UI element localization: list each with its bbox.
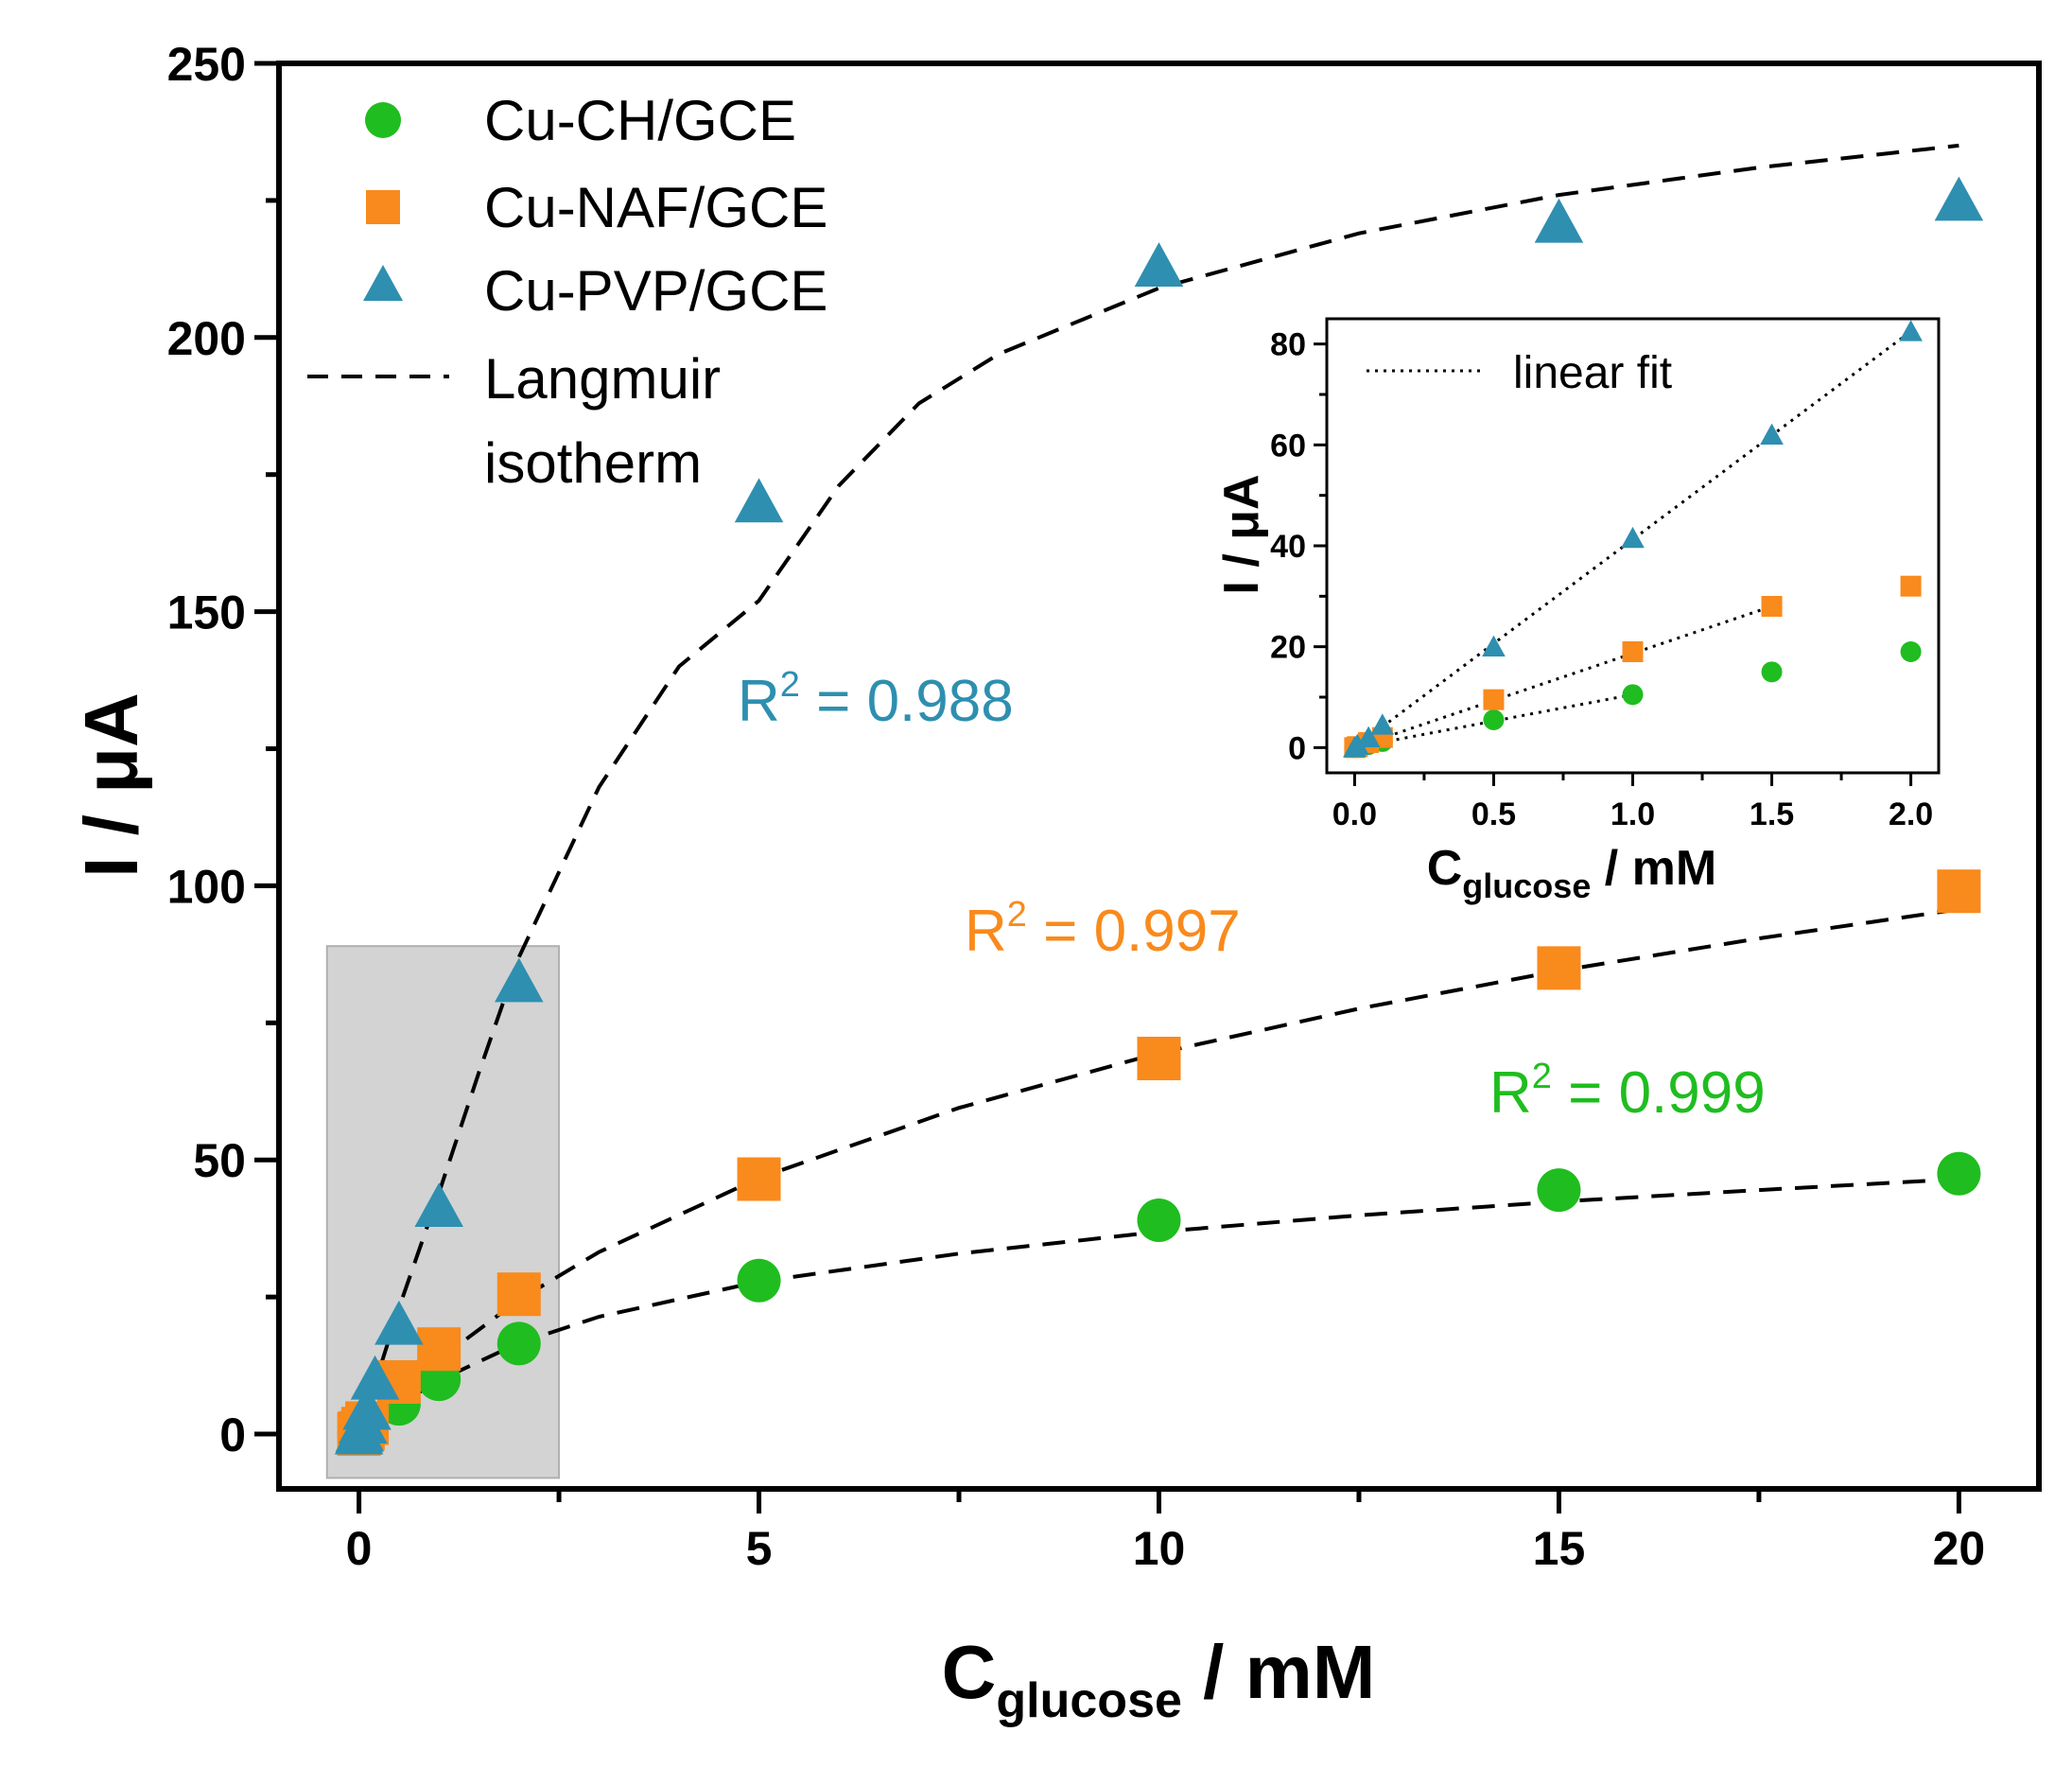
- point-cu-pvp-gce: [495, 957, 544, 1003]
- y-tick-label: 40: [1270, 529, 1306, 565]
- r2-annotation-ch: R2 = 0.999: [1489, 1057, 1766, 1126]
- fit-line-cu-pvp-gce: [1353, 330, 1912, 749]
- legend-label-langmuir-2: isotherm: [484, 431, 702, 495]
- y-tick-label: 80: [1270, 327, 1306, 363]
- point-cu-naf-gce: [737, 1157, 781, 1201]
- point-cu-pvp-gce: [342, 1385, 392, 1430]
- x-tick-label: 0.0: [1332, 796, 1377, 832]
- x-tick-label: 15: [1533, 1522, 1586, 1575]
- y-tick-label: 50: [193, 1134, 246, 1187]
- point-cu-pvp-gce: [1134, 242, 1184, 287]
- point-cu-ch-gce: [1537, 1168, 1581, 1213]
- legend-label-cu-naf: Cu-NAF/GCE: [484, 176, 827, 239]
- point-cu-naf-gce: [496, 1272, 541, 1317]
- point-cu-pvp-gce: [1346, 733, 1369, 755]
- point-cu-pvp-gce: [1934, 176, 1984, 221]
- y-tick-label: 250: [167, 38, 246, 91]
- point-cu-naf-gce: [1537, 946, 1581, 990]
- point-cu-ch-gce: [1937, 1151, 1981, 1196]
- y-tick-label: 60: [1270, 428, 1306, 464]
- y-tick-label: 0: [1288, 730, 1306, 766]
- point-cu-pvp-gce: [1482, 635, 1506, 656]
- x-tick-label: 0: [346, 1522, 373, 1575]
- point-cu-pvp-gce: [1899, 320, 1923, 341]
- inset-axis-ticks: 0.0 0.5 1.0 1.5 2.0 0 20 40 60 80: [1270, 327, 1933, 832]
- point-cu-ch-gce: [496, 1321, 541, 1366]
- main-y-axis-title: I / μA: [69, 692, 153, 878]
- point-cu-naf-gce: [1937, 869, 1981, 914]
- legend-marker-cu-naf: [366, 190, 400, 224]
- x-tick-label: 10: [1133, 1522, 1186, 1575]
- y-tick-label: 100: [167, 860, 246, 913]
- r2-annotation-pvp: R2 = 0.988: [738, 665, 1014, 734]
- legend-marker-cu-ch: [365, 102, 401, 138]
- point-cu-pvp-gce: [1534, 198, 1584, 243]
- inset-y-axis-title: I / μA: [1214, 474, 1269, 594]
- y-tick-label: 150: [167, 586, 246, 639]
- inset-legend-label: linear fit: [1513, 348, 1672, 398]
- point-cu-naf-gce: [1137, 1037, 1181, 1081]
- fit-line-cu-naf-gce: [1353, 604, 1772, 749]
- inset-data-points: [1343, 320, 1923, 759]
- point-cu-naf-gce: [417, 1327, 461, 1372]
- point-cu-pvp-gce: [414, 1182, 463, 1228]
- x-tick-label: 0.5: [1471, 796, 1516, 832]
- x-tick-label: 20: [1933, 1522, 1986, 1575]
- point-cu-naf-gce: [1622, 641, 1644, 662]
- point-cu-ch-gce: [1622, 684, 1644, 706]
- point-cu-pvp-gce: [1621, 526, 1645, 549]
- point-cu-ch-gce: [1483, 709, 1505, 730]
- point-cu-ch-gce: [1900, 641, 1922, 662]
- legend-label-cu-pvp: Cu-PVP/GCE: [484, 259, 827, 323]
- data-points: [334, 176, 1984, 1457]
- legend-label-langmuir-1: Langmuir: [484, 347, 721, 411]
- fit-line-cu-naf-gce: [357, 907, 1959, 1436]
- y-tick-label: 200: [167, 312, 246, 365]
- legend-label-cu-ch: Cu-CH/GCE: [484, 89, 796, 152]
- point-cu-pvp-gce: [1370, 713, 1395, 735]
- r2-annotation-naf: R2 = 0.997: [965, 895, 1241, 964]
- point-cu-naf-gce: [1761, 596, 1783, 617]
- x-tick-label: 1.0: [1611, 796, 1655, 832]
- legend: Cu-CH/GCE Cu-NAF/GCE Cu-PVP/GCE Langmuir…: [307, 89, 827, 495]
- point-cu-ch-gce: [737, 1258, 781, 1303]
- x-tick-label: 5: [746, 1522, 773, 1575]
- x-tick-label: 2.0: [1889, 796, 1933, 832]
- point-cu-pvp-gce: [1356, 726, 1381, 747]
- inset-x-axis-title: Cglucose / mM: [1427, 841, 1717, 905]
- inset-plot: 0.0 0.5 1.0 1.5 2.0 0 20 40 60 80 linear fit I / …: [1214, 317, 1941, 905]
- point-cu-naf-gce: [1900, 575, 1922, 597]
- point-cu-naf-gce: [1483, 689, 1505, 710]
- linear-fit-lines: [1353, 330, 1912, 749]
- point-cu-pvp-gce: [734, 478, 784, 523]
- y-tick-label: 20: [1270, 630, 1306, 666]
- point-cu-ch-gce: [1137, 1198, 1181, 1242]
- y-tick-label: 0: [219, 1408, 246, 1461]
- point-cu-ch-gce: [1761, 661, 1783, 683]
- point-cu-pvp-gce: [374, 1300, 424, 1345]
- point-cu-pvp-gce: [1760, 423, 1784, 445]
- x-tick-label: 1.5: [1750, 796, 1794, 832]
- fit-line-cu-pvp-gce: [357, 143, 1959, 1435]
- main-x-axis-title: Cglucose / mM: [942, 1630, 1376, 1728]
- point-cu-pvp-gce: [350, 1355, 400, 1400]
- legend-marker-cu-pvp: [363, 265, 403, 301]
